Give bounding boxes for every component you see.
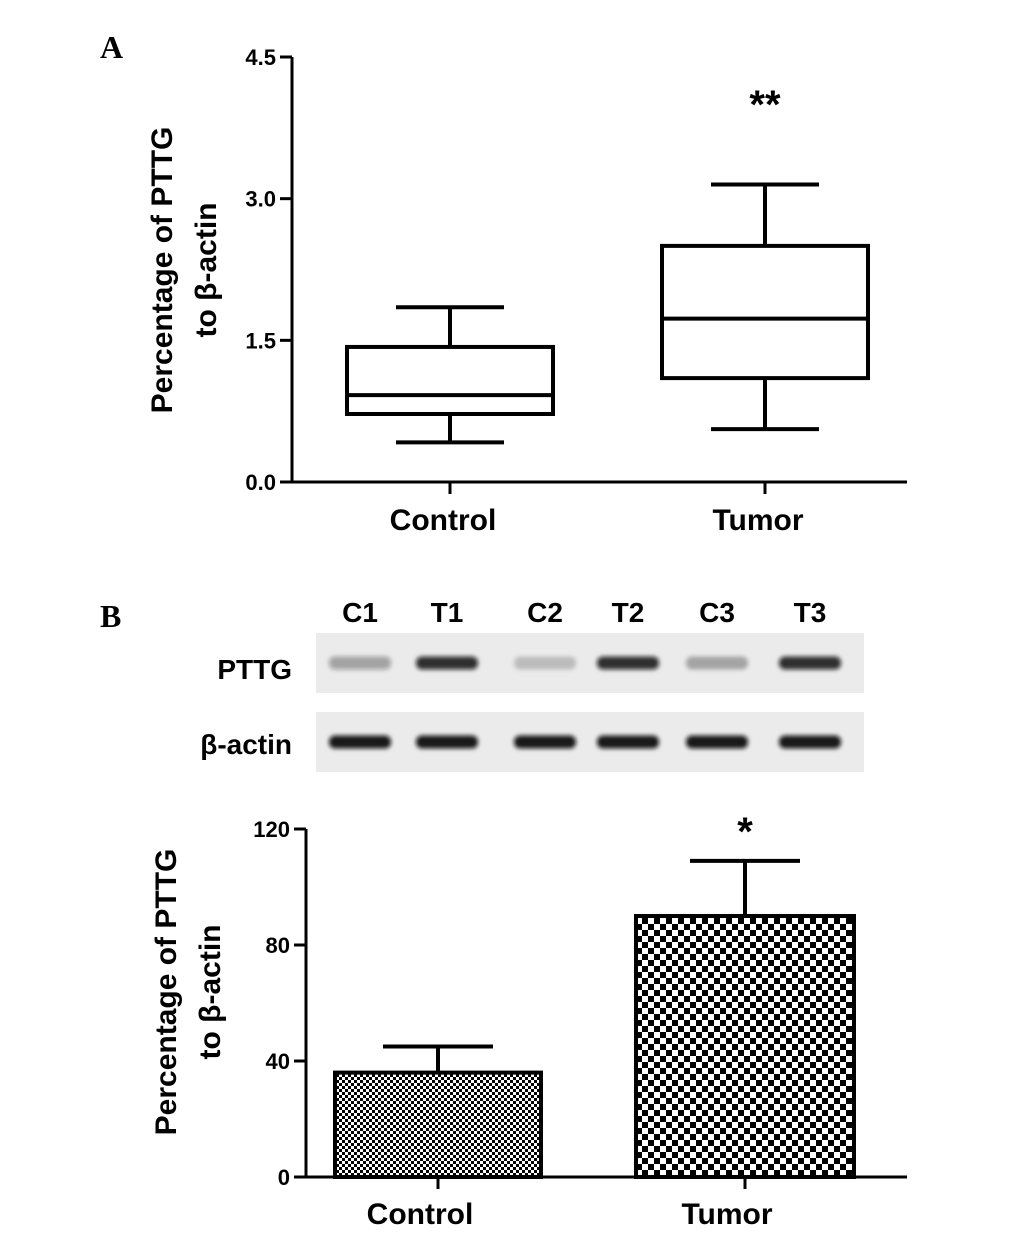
blot-lane-label: C3 <box>699 597 735 628</box>
panel-a-ylabel-line2: to β-actin <box>190 203 223 338</box>
blot-lane-label: C1 <box>342 597 378 628</box>
bar <box>634 914 856 1179</box>
blot-band <box>329 735 391 749</box>
panel-a-y-tick-label: 4.5 <box>245 45 276 70</box>
blot-band <box>779 735 841 749</box>
box-control <box>345 305 555 445</box>
panel-b-category-label: Tumor <box>681 1198 772 1231</box>
significance-marker: * <box>737 810 753 854</box>
blot-band <box>329 656 391 670</box>
panel-b-category-label: Control <box>367 1198 474 1231</box>
blot-band <box>416 735 478 749</box>
blot-lane-label: T3 <box>794 597 827 628</box>
panel-a-category-label: Control <box>390 504 497 537</box>
panel-b-y-tick-label: 120 <box>253 817 290 842</box>
panel-b-marks: * <box>333 810 856 1179</box>
blot-strip <box>316 712 864 772</box>
western-blot: C1 T1 C2 T2 C3 T3 PTTG β-actin <box>200 597 864 772</box>
significance-marker: ** <box>749 83 781 127</box>
panel-b-y-tick-label: 0 <box>278 1165 290 1190</box>
panel-b-y-axis-title: Percentage of PTTG to β-actin <box>150 849 227 1136</box>
iqr-box <box>660 243 870 381</box>
panel-label-a: A <box>100 29 123 65</box>
panel-a-ylabel-line1: Percentage of PTTG <box>146 127 179 414</box>
blot-lane-label: C2 <box>527 597 563 628</box>
panel-a-axes: 0.0 1.5 3.0 4.5 Control Tumor <box>245 45 907 537</box>
panel-a-y-axis-title: Percentage of PTTG to β-actin <box>146 127 223 414</box>
panel-b-barchart: Percentage of PTTG to β-actin 0 40 80 120 Co… <box>150 810 907 1231</box>
blot-band <box>597 656 659 670</box>
panel-b-ylabel-line1: Percentage of PTTG <box>150 849 183 1136</box>
blot-band <box>514 656 576 670</box>
blot-rows: PTTG β-actin <box>200 633 864 772</box>
panel-b-axes: 0 40 80 120 Control Tumor <box>253 817 907 1231</box>
panel-a-y-tick-label: 3.0 <box>245 187 276 212</box>
panel-a-y-tick-label: 0.0 <box>245 470 276 495</box>
blot-row: PTTG <box>217 633 864 693</box>
panel-b-y-tick-label: 80 <box>266 933 290 958</box>
blot-band <box>686 735 748 749</box>
box-tumor <box>660 182 870 432</box>
panel-a-boxplot: Percentage of PTTG to β-actin 0.0 1.5 3.0 4… <box>146 45 907 537</box>
panel-a-marks: ** <box>345 83 870 445</box>
panel-b-ylabel-line2: to β-actin <box>194 925 227 1060</box>
blot-band <box>514 735 576 749</box>
panel-a-category-label: Tumor <box>712 504 803 537</box>
panel-b-y-tick-label: 40 <box>266 1049 290 1074</box>
blot-row-label: β-actin <box>200 729 292 760</box>
blot-lane-labels: C1 T1 C2 T2 C3 T3 <box>342 597 826 628</box>
blot-band <box>597 735 659 749</box>
blot-strip <box>316 633 864 693</box>
blot-row-label: PTTG <box>217 654 292 685</box>
panel-label-b: B <box>100 598 121 634</box>
bar-tumor <box>634 858 856 1179</box>
bar <box>333 1070 543 1179</box>
blot-band <box>779 656 841 670</box>
blot-band <box>686 656 748 670</box>
iqr-box <box>345 344 555 417</box>
blot-row: β-actin <box>200 712 864 772</box>
panel-a-y-tick-label: 1.5 <box>245 328 276 353</box>
bar-control <box>333 1044 543 1179</box>
blot-lane-label: T2 <box>612 597 645 628</box>
blot-band <box>416 656 478 670</box>
blot-lane-label: T1 <box>431 597 464 628</box>
